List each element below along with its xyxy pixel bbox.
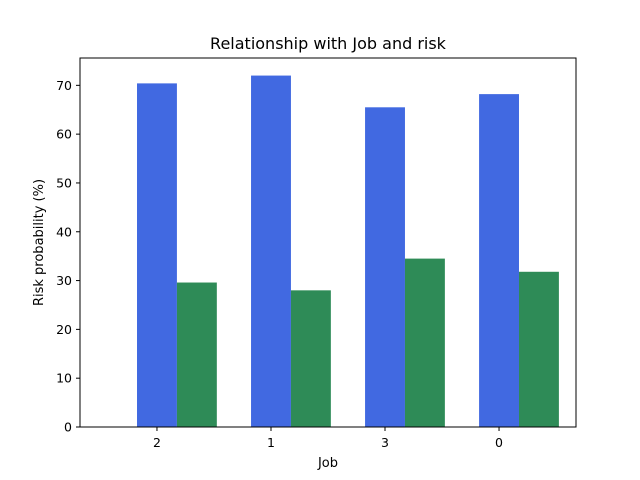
x-tick-label: 0 [495, 435, 503, 450]
bar-series1-0 [479, 94, 519, 427]
bar-series2-1 [290, 290, 331, 427]
bar-series2-2 [176, 282, 217, 427]
y-tick-label: 60 [56, 127, 72, 142]
x-axis-ticks: 2 1 3 0 [153, 427, 503, 450]
bar-series2-0 [518, 271, 559, 427]
y-tick-label: 70 [56, 78, 72, 93]
x-tick-label: 3 [381, 435, 389, 450]
y-axis-label: Risk probability (%) [32, 179, 47, 306]
x-axis-label: Job [317, 456, 338, 471]
plot-frame [79, 57, 577, 428]
y-axis-ticks: 0 10 20 30 40 50 60 70 [56, 78, 80, 435]
y-tick-label: 0 [64, 420, 72, 435]
bar-series1-1 [251, 75, 291, 428]
chart-title: Relationship with Job and risk [210, 34, 447, 53]
bar-series1-3 [365, 107, 405, 428]
bars-group [137, 75, 559, 428]
x-tick-label: 2 [153, 435, 161, 450]
y-tick-label: 10 [56, 371, 72, 386]
x-tick-label: 1 [267, 435, 275, 450]
y-tick-label: 50 [56, 175, 72, 190]
bar-series2-3 [404, 258, 445, 427]
y-tick-label: 40 [56, 224, 72, 239]
y-tick-label: 30 [56, 273, 72, 288]
y-tick-label: 20 [56, 322, 72, 337]
bar-series1-2 [137, 83, 177, 427]
